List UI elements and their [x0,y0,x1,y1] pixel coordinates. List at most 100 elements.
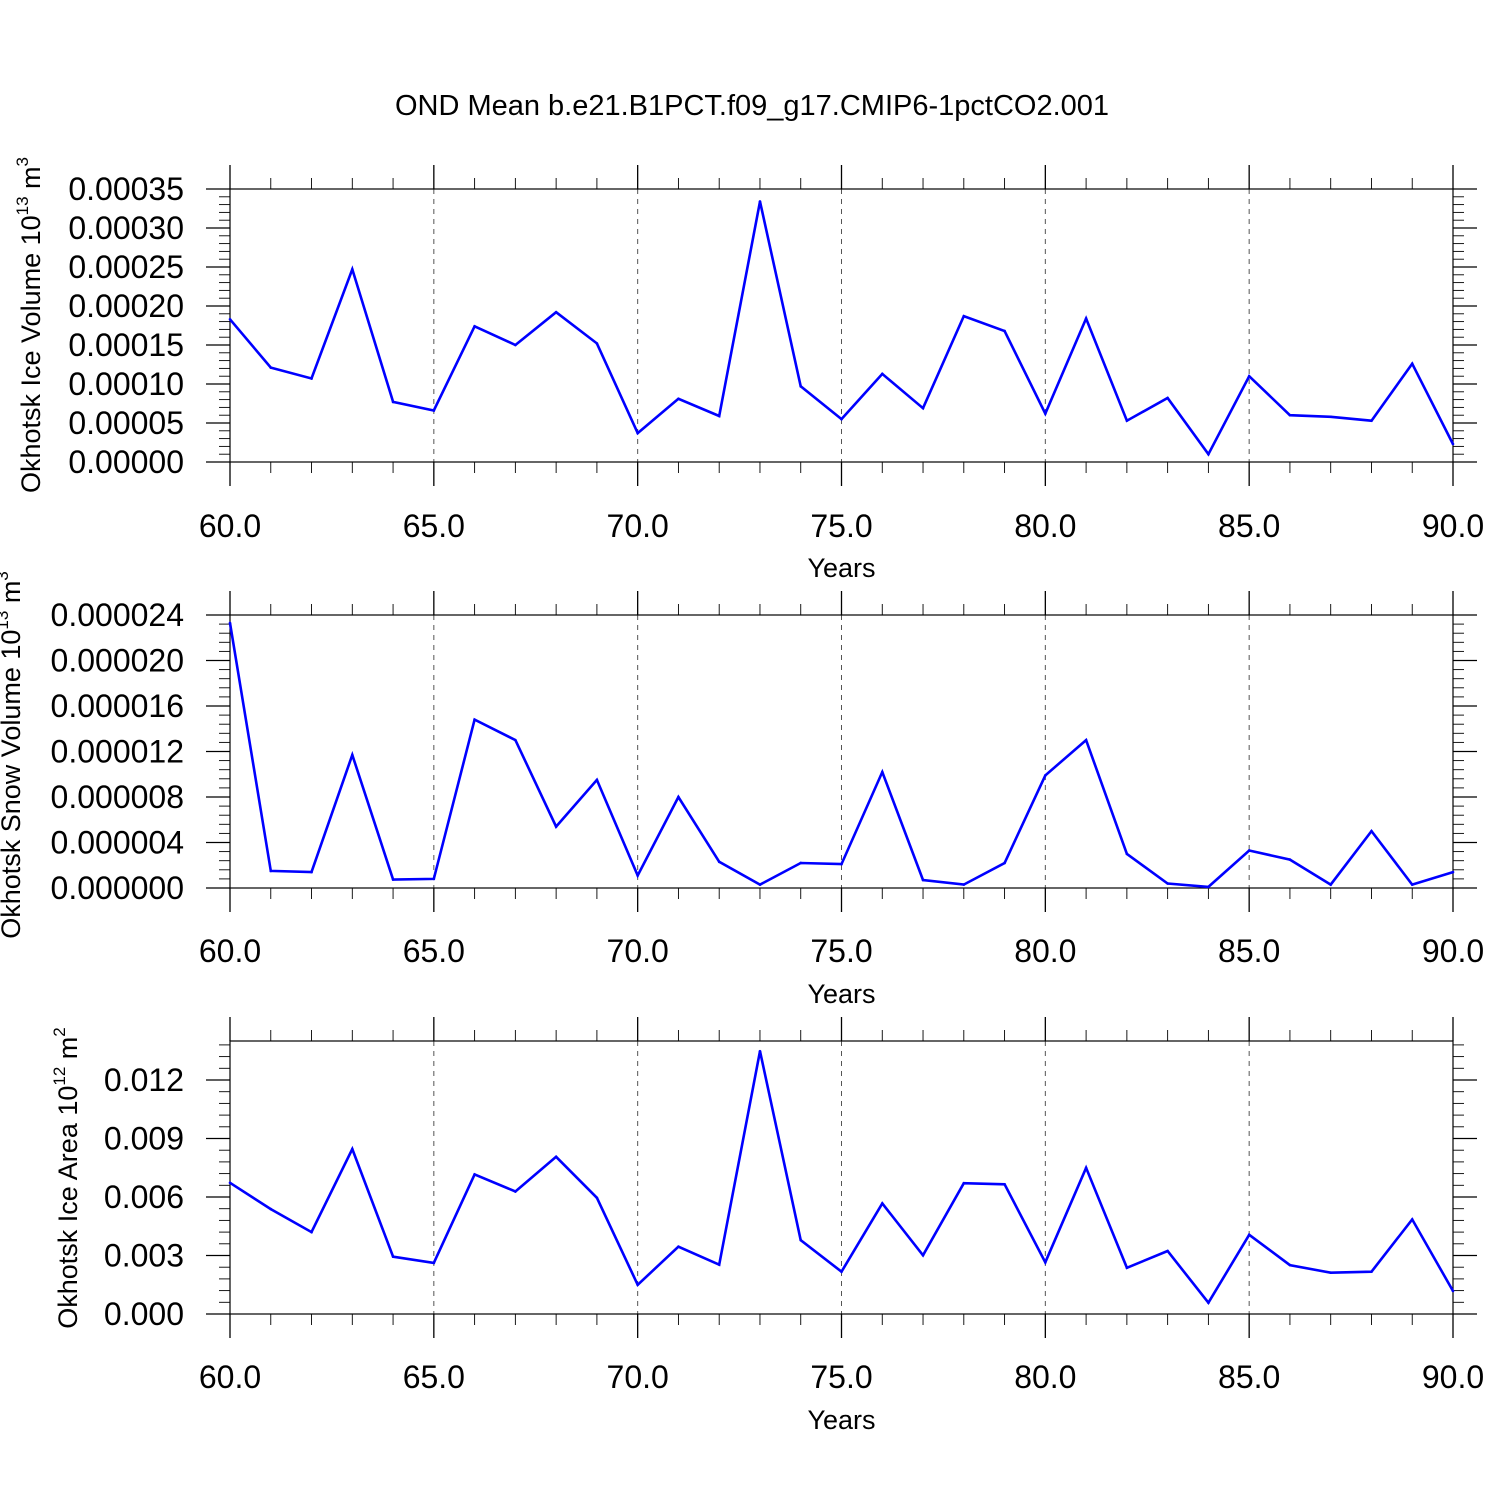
data-point [1166,1249,1169,1253]
data-point [228,317,232,321]
data-point [432,1261,436,1265]
data-point [351,268,354,271]
data-point [1370,1270,1373,1273]
data-point [1125,1266,1129,1270]
data-point [1125,852,1129,856]
data-point [1044,1261,1047,1264]
data-point [554,825,558,828]
snow-volume-panel: 60.0 65.0 70.0 75.0 80.0 85.0 90.0 0.000000 0.00… [0,571,1484,1009]
data-point [310,377,313,380]
y-tick-label: 0.00025 [68,249,184,285]
x-tick-label: 85.0 [1218,1359,1280,1395]
x-tick-label: 80.0 [1014,1359,1076,1395]
data-point [391,400,395,404]
y-tick-label: 0.000004 [51,825,184,861]
x-tick-label: 85.0 [1218,508,1280,544]
x-tick-label: 80.0 [1014,933,1076,969]
data-point [1247,374,1251,378]
ice-volume-panel: 60.0 65.0 70.0 75.0 80.0 85.0 90.00.000000.000… [13,157,1484,583]
figure-title: OND Mean b.e21.B1PCT.f09_g17.CMIP6-1pctC… [395,90,1109,122]
data-point [1288,858,1292,861]
data-point [717,414,721,418]
data-point [595,342,599,345]
data-point [1329,415,1332,419]
data-point [717,1263,721,1266]
data-point [1410,362,1414,366]
y-tick-label: 0.00015 [68,327,184,363]
data-point [1003,861,1006,865]
y-tick-label: 0.000000 [51,870,184,906]
data-point [269,1207,273,1211]
data-point [1247,1233,1251,1237]
data-point [269,869,273,873]
x-tick-label: 65.0 [403,933,465,969]
data-point [1410,1218,1414,1221]
x-tick-label: 65.0 [403,1359,465,1395]
data-point [1451,870,1455,874]
data-point [1166,396,1169,400]
data-point [636,874,639,877]
data-point [1003,1183,1006,1186]
x-tick-label: 80.0 [1014,508,1076,544]
data-point [432,409,436,412]
data-point [1370,419,1373,422]
y-tick-label: 0.00010 [68,366,184,402]
data-point [310,870,313,874]
data-point [514,1190,517,1193]
y-tick-label: 0.00000 [68,444,184,480]
x-tick-label: 75.0 [810,933,872,969]
data-point [1166,882,1169,885]
data-point [880,770,884,774]
x-tick-label: 85.0 [1218,933,1280,969]
data-point [1044,412,1047,415]
data-point [758,200,762,203]
data-point [921,1254,925,1257]
data-point [636,431,639,435]
y-tick-label: 0.000012 [51,734,184,770]
data-point [840,862,843,866]
data-point [799,1238,803,1242]
data-point [962,1181,966,1185]
y-tick-label: 0.00005 [68,405,184,441]
y-tick-label: 0.006 [104,1179,184,1215]
x-tick-label: 90.0 [1422,508,1484,544]
data-point [310,1230,313,1234]
y-axis-label: Okhotsk Ice Area 1012 m2 [50,1027,83,1329]
data-point [554,310,558,314]
x-axis-label: Years [807,979,875,1009]
data-point [1207,452,1210,456]
y-tick-label: 0.000020 [51,643,184,679]
y-tick-label: 0.003 [104,1238,184,1274]
data-point [1125,419,1129,422]
data-point [758,883,762,886]
y-tick-label: 0.000016 [51,688,184,724]
x-tick-label: 70.0 [607,508,669,544]
data-point [840,417,843,421]
data-point [473,1173,476,1176]
data-point [269,366,273,369]
x-tick-label: 90.0 [1422,933,1484,969]
data-point [677,1245,680,1249]
data-point [391,1255,395,1258]
x-tick-label: 70.0 [607,1359,669,1395]
x-tick-label: 90.0 [1422,1359,1484,1395]
data-point [677,397,680,401]
x-axis-label: Years [807,1405,875,1435]
y-tick-label: 0.000 [104,1296,184,1332]
data-point [677,795,680,799]
y-tick-label: 0.00030 [68,210,184,246]
data-point [1207,1301,1210,1304]
data-point [1084,317,1088,320]
y-tick-label: 0.009 [104,1121,184,1157]
data-point [595,778,599,782]
data-point [351,1147,354,1151]
x-tick-label: 60.0 [199,933,261,969]
data-point [962,314,966,318]
data-point [514,343,517,347]
data-point [636,1283,639,1287]
data-point [432,877,436,881]
data-point [1084,738,1088,742]
data-point [799,861,803,865]
data-point [1207,885,1210,889]
